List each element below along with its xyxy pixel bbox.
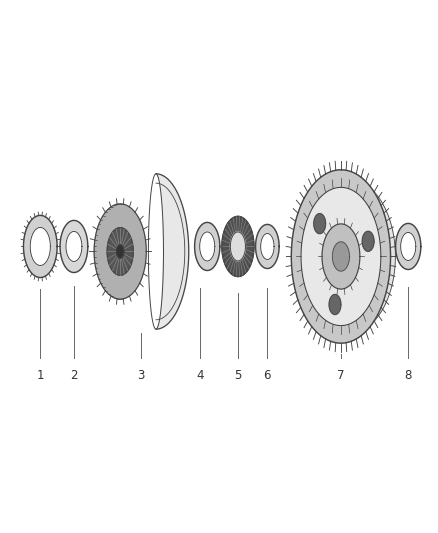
Polygon shape [322,224,360,289]
Text: 4: 4 [196,369,204,382]
Polygon shape [396,223,421,270]
Polygon shape [261,233,274,260]
Text: 6: 6 [264,369,271,382]
Text: 5: 5 [234,369,242,382]
Polygon shape [107,228,133,275]
Text: 2: 2 [70,369,78,382]
Polygon shape [256,224,279,269]
Polygon shape [362,231,374,252]
Polygon shape [194,222,220,271]
Polygon shape [30,228,50,265]
Polygon shape [329,295,341,314]
Polygon shape [66,231,82,262]
Polygon shape [94,204,146,299]
Polygon shape [299,179,396,335]
Text: 3: 3 [138,369,145,382]
Text: 7: 7 [337,369,345,382]
Polygon shape [230,232,245,261]
Polygon shape [332,242,350,271]
Polygon shape [301,187,381,326]
Text: 8: 8 [405,369,412,382]
Polygon shape [222,216,254,277]
Polygon shape [117,245,124,258]
Polygon shape [401,232,416,261]
Polygon shape [60,221,88,272]
Text: 1: 1 [36,369,44,382]
Polygon shape [314,214,325,233]
Polygon shape [156,174,189,329]
Polygon shape [24,215,57,278]
Polygon shape [291,170,391,343]
Polygon shape [200,232,215,261]
